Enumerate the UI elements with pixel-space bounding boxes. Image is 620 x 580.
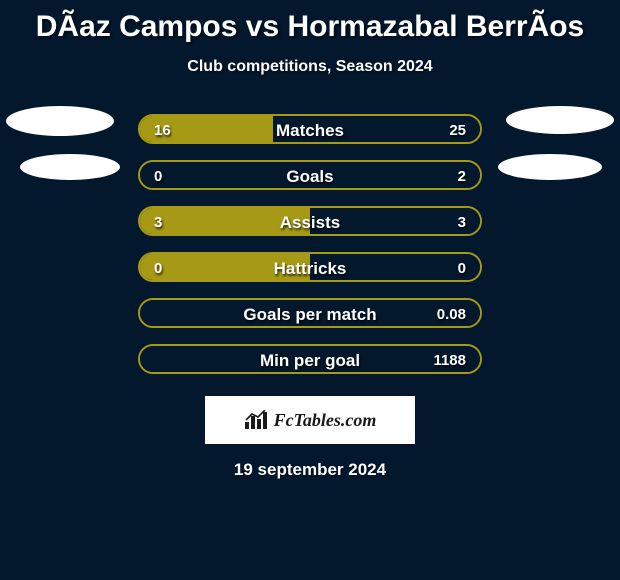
stat-row: Goals per match0.08 xyxy=(0,290,620,336)
stat-row: Min per goal1188 xyxy=(0,336,620,382)
subtitle: Club competitions, Season 2024 xyxy=(0,58,620,76)
stats-container: Matches1625 Goals02 Assists33 Hattricks00 Go… xyxy=(0,106,620,382)
stat-row: Hattricks00 xyxy=(0,244,620,290)
stat-bar-left xyxy=(140,254,310,280)
stat-bar-right xyxy=(310,254,480,280)
date-text: 19 september 2024 xyxy=(0,460,620,480)
stat-bar-left xyxy=(140,116,273,142)
fctables-text: FcTables.com xyxy=(274,410,377,431)
stat-bar-left xyxy=(140,208,310,234)
stat-bar-right xyxy=(140,346,480,372)
stat-row: Goals02 xyxy=(0,152,620,198)
stat-bar-right xyxy=(310,208,480,234)
stat-bar: Hattricks00 xyxy=(138,252,482,282)
stat-bar-right xyxy=(140,162,480,188)
stat-bar-right xyxy=(273,116,480,142)
stat-bar: Min per goal1188 xyxy=(138,344,482,374)
fctables-chart-icon xyxy=(244,410,268,430)
stat-bar: Assists33 xyxy=(138,206,482,236)
stat-bar-right xyxy=(140,300,480,326)
stat-row: Assists33 xyxy=(0,198,620,244)
fctables-badge: FcTables.com xyxy=(205,396,415,444)
stat-row: Matches1625 xyxy=(0,106,620,152)
stat-bar: Goals02 xyxy=(138,160,482,190)
page-title: DÃ­az Campos vs Hormazabal BerrÃ­os xyxy=(0,0,620,44)
stat-bar: Matches1625 xyxy=(138,114,482,144)
stat-bar: Goals per match0.08 xyxy=(138,298,482,328)
